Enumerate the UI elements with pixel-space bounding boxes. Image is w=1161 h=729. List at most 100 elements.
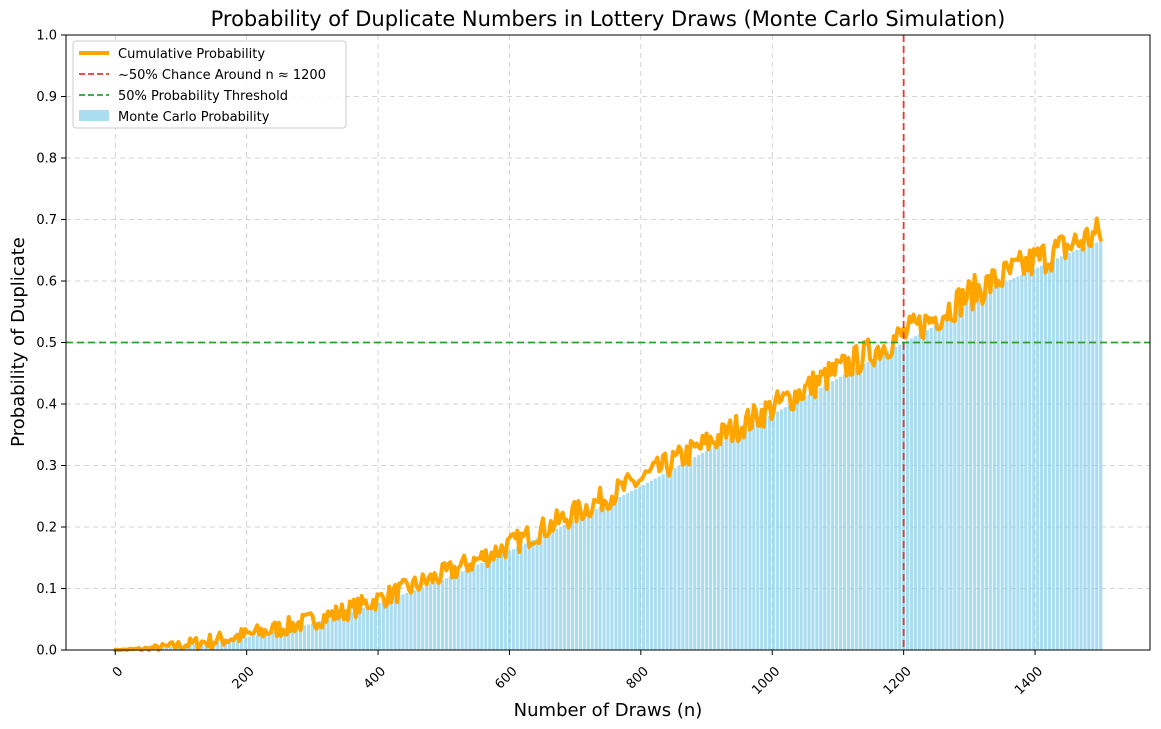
bar	[602, 505, 606, 650]
bar	[216, 641, 220, 650]
bar	[381, 601, 385, 650]
bar	[653, 478, 657, 650]
bar	[358, 609, 362, 650]
bar	[1063, 254, 1067, 650]
bar	[693, 457, 697, 650]
legend: Cumulative Probability ~50% Chance Aroun…	[72, 40, 347, 129]
bar	[235, 638, 240, 650]
bar	[393, 597, 397, 650]
bar	[559, 526, 563, 650]
bar	[685, 461, 689, 650]
bar	[1099, 241, 1103, 650]
bar	[200, 643, 204, 650]
bar	[775, 411, 780, 650]
bar	[480, 562, 484, 650]
bar	[669, 470, 673, 650]
bar	[1075, 249, 1079, 651]
bar	[827, 383, 831, 650]
bar	[815, 389, 819, 650]
bar	[779, 409, 784, 650]
bar	[1083, 246, 1087, 650]
bar	[787, 405, 791, 650]
bar	[724, 440, 728, 650]
bar	[484, 561, 488, 650]
bar	[507, 550, 512, 650]
bar	[523, 543, 527, 650]
y-tick-label: 0.6	[36, 275, 57, 290]
legend-label-cumulative: Cumulative Probability	[118, 47, 265, 62]
bar	[917, 334, 921, 650]
bar	[570, 520, 575, 650]
bar	[870, 359, 874, 650]
bar	[1032, 269, 1036, 650]
bar	[515, 547, 519, 650]
y-tick-label: 0.8	[36, 152, 57, 167]
bar	[803, 396, 807, 650]
bar	[369, 605, 374, 650]
bar	[902, 342, 906, 650]
bar	[362, 608, 366, 650]
bar	[1087, 245, 1091, 650]
x-axis-title: Number of Draws (n)	[514, 700, 703, 721]
bar	[263, 633, 267, 650]
bar	[239, 637, 243, 650]
bar	[1036, 267, 1040, 650]
bar	[708, 448, 713, 650]
bar	[440, 579, 445, 650]
bar	[953, 312, 957, 650]
bar	[835, 378, 839, 650]
bar	[909, 338, 914, 650]
bar	[732, 435, 736, 650]
bar	[306, 624, 310, 650]
bar	[704, 450, 709, 650]
bar	[677, 465, 681, 650]
bar	[275, 631, 279, 650]
bar	[432, 582, 437, 650]
bar	[614, 499, 618, 650]
bar	[1016, 276, 1020, 650]
bar	[1059, 256, 1063, 650]
bar	[176, 646, 180, 650]
bar	[350, 612, 354, 650]
bar	[354, 610, 358, 650]
bar	[618, 497, 622, 650]
bar	[728, 437, 732, 650]
bar	[973, 298, 977, 650]
bar	[988, 290, 992, 650]
bar	[519, 545, 523, 650]
y-tick-label: 1.0	[36, 29, 57, 44]
bar	[164, 647, 169, 650]
bar	[842, 374, 847, 650]
bar	[496, 556, 500, 650]
bar	[476, 564, 480, 650]
bar	[969, 301, 973, 650]
bar	[279, 630, 283, 650]
bar	[527, 541, 531, 650]
bar	[1020, 274, 1024, 650]
bar	[228, 639, 232, 650]
bar	[748, 427, 752, 650]
legend-label-monte-carlo: Monte Carlo Probability	[118, 110, 270, 125]
bar	[330, 618, 334, 650]
bar	[925, 330, 929, 650]
bar	[243, 637, 247, 650]
plot-area	[65, 34, 1151, 652]
bar	[168, 647, 173, 650]
bar	[598, 507, 602, 650]
bar	[1028, 271, 1032, 650]
bar	[472, 566, 476, 650]
bar	[409, 591, 413, 650]
bar	[192, 644, 196, 650]
bar	[697, 455, 701, 650]
y-tick-label: 0.4	[36, 398, 57, 413]
bar	[578, 516, 582, 650]
bar	[862, 363, 866, 650]
bar	[401, 594, 405, 650]
bar	[1024, 272, 1028, 650]
bar	[933, 325, 937, 650]
bar	[791, 403, 795, 650]
bar	[720, 442, 724, 650]
bar	[1055, 258, 1059, 650]
bar	[768, 415, 772, 650]
bar	[906, 340, 910, 650]
